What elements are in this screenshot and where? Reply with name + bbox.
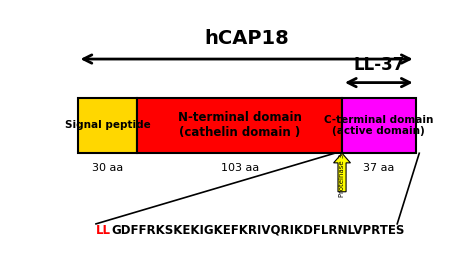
Text: N-terminal domain
(cathelin domain ): N-terminal domain (cathelin domain ) <box>178 111 301 139</box>
Bar <box>342 98 416 153</box>
Text: 37 aa: 37 aa <box>363 163 394 173</box>
Bar <box>137 98 342 153</box>
FancyArrow shape <box>334 153 350 192</box>
Text: Signal peptide: Signal peptide <box>64 120 150 130</box>
Text: 30 aa: 30 aa <box>92 163 123 173</box>
Text: LL: LL <box>96 224 111 237</box>
Text: Proteinase 3: Proteinase 3 <box>339 154 345 197</box>
Text: hCAP18: hCAP18 <box>204 29 289 48</box>
Bar <box>78 98 137 153</box>
Text: LL-37: LL-37 <box>353 56 404 74</box>
Text: GDFFRKSKEKIGKEFKRIVQRIKDFLRNLVPRTES: GDFFRKSKEKIGKEFKRIVQRIKDFLRNLVPRTES <box>111 224 404 237</box>
Text: C-terminal domain
(active domain): C-terminal domain (active domain) <box>324 115 434 136</box>
Text: 103 aa: 103 aa <box>220 163 259 173</box>
